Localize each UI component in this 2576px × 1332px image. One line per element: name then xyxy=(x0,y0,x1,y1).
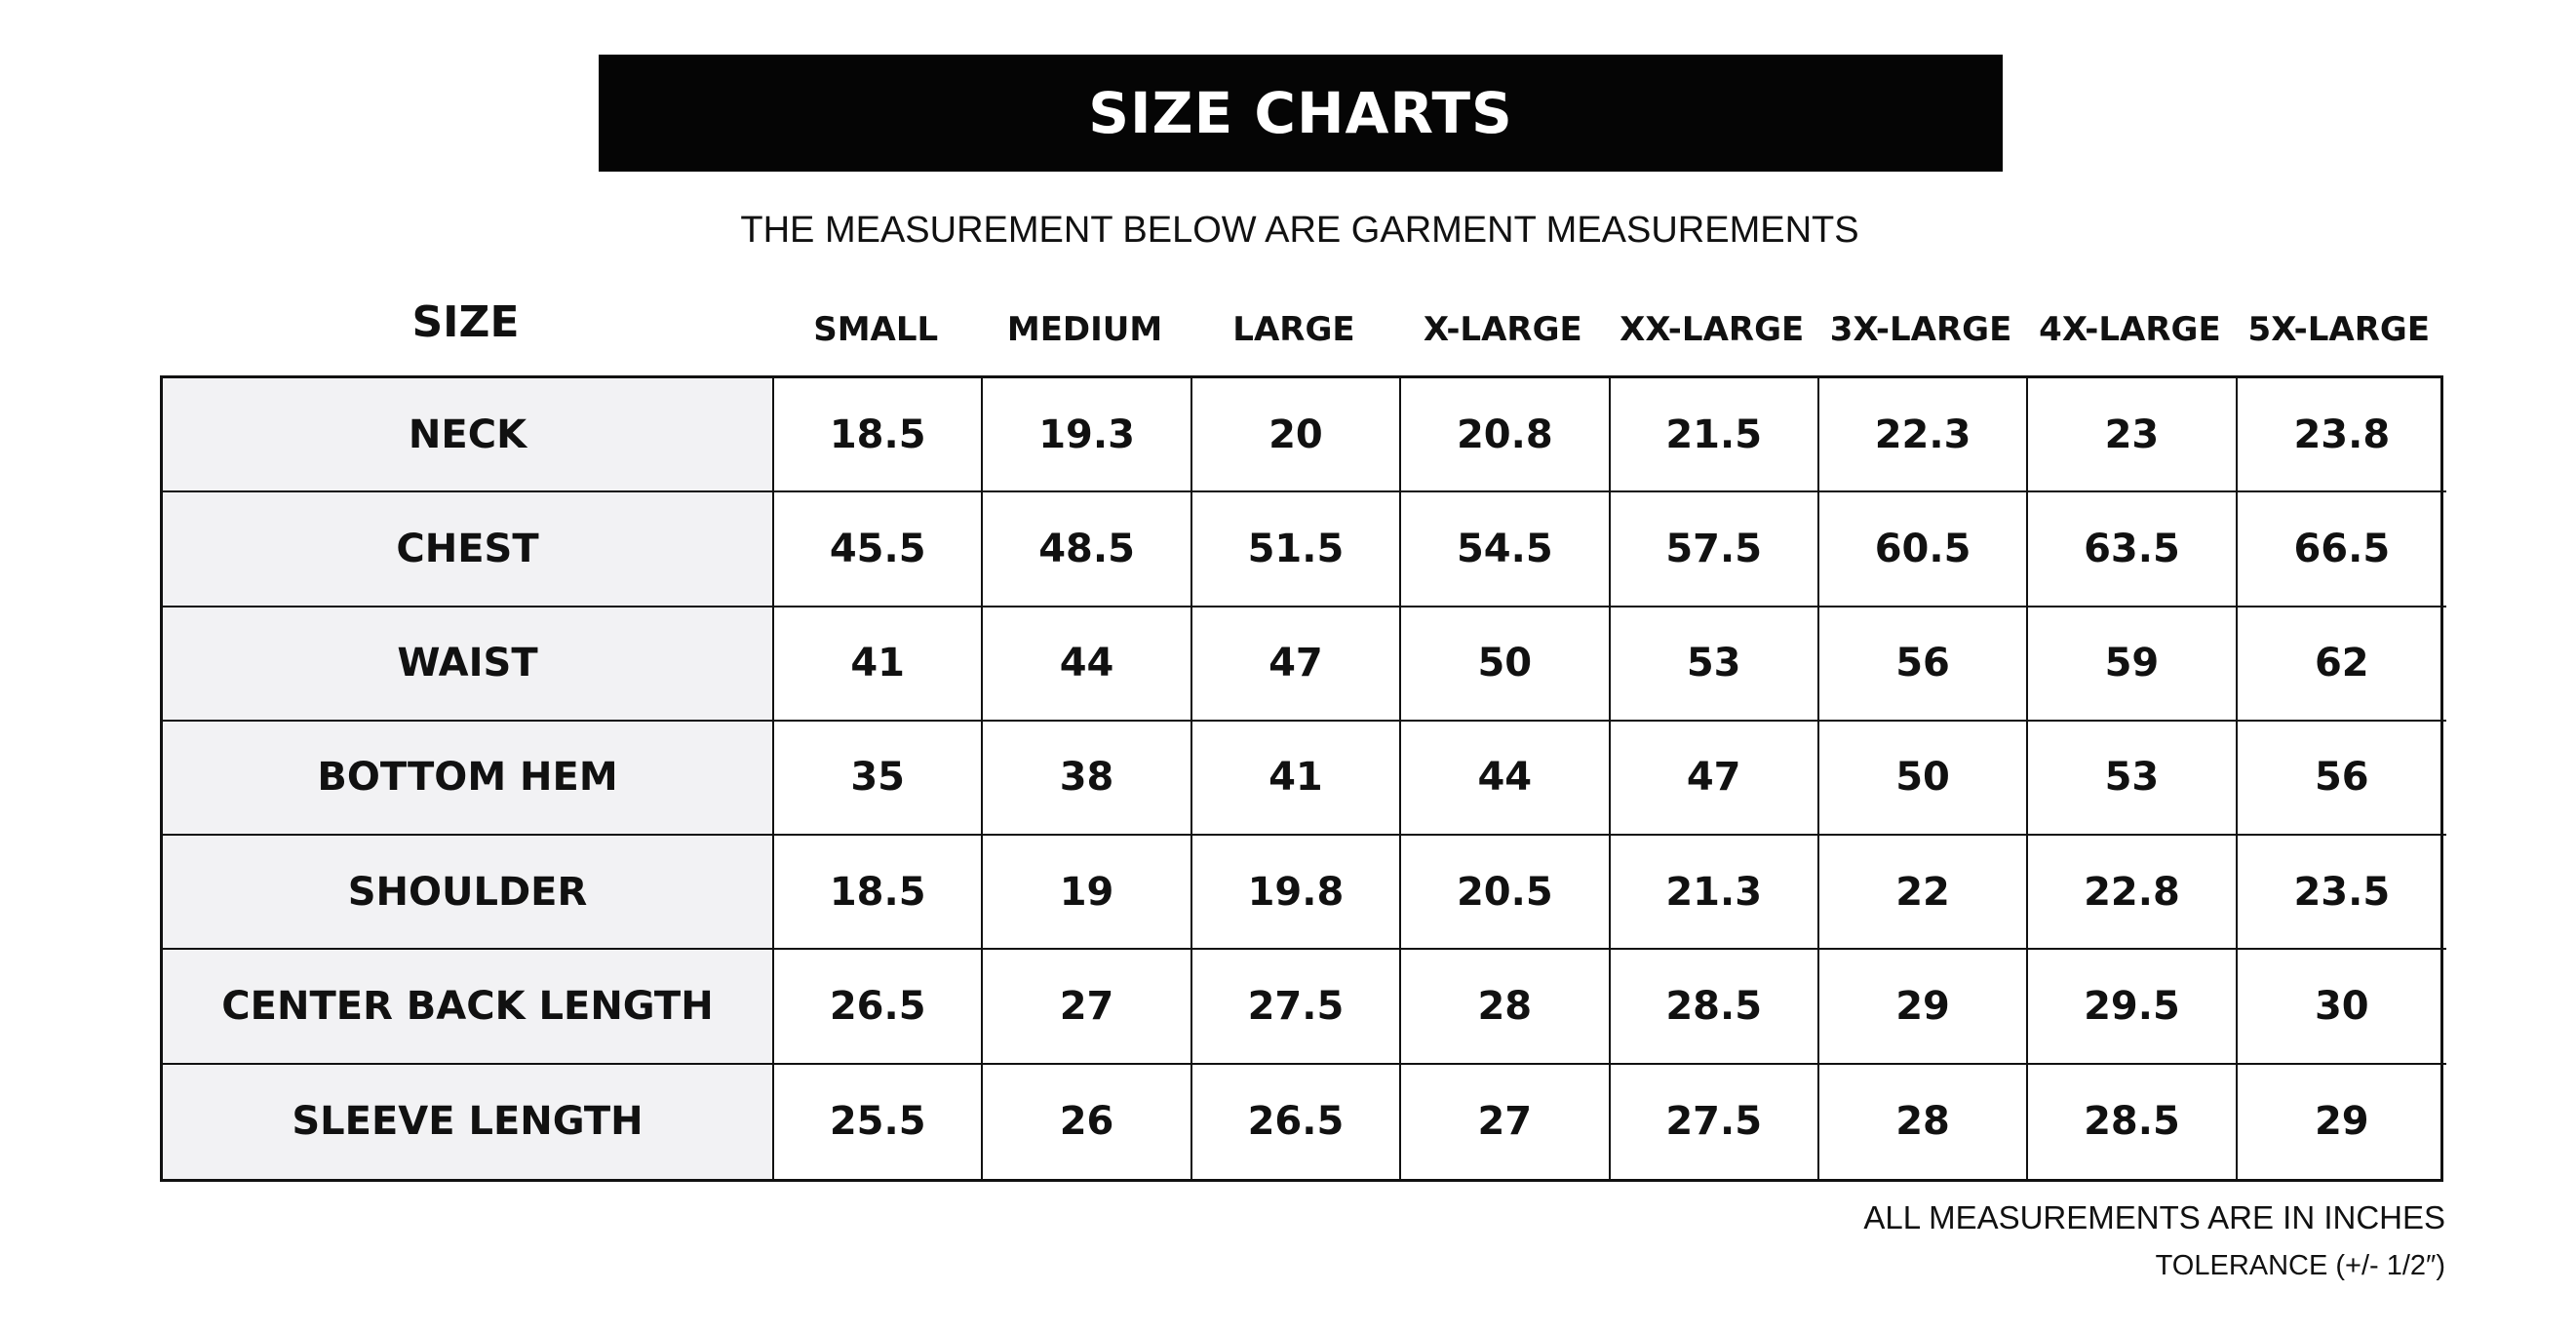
row-label: WAIST xyxy=(163,607,774,722)
cell: 47 xyxy=(1610,721,1819,837)
row-label: CENTER BACK LENGTH xyxy=(163,950,774,1065)
row-label: NECK xyxy=(163,378,774,493)
cell: 56 xyxy=(1818,607,2029,722)
cell: 44 xyxy=(983,607,1192,722)
column-header: X-LARGE xyxy=(1423,310,1582,349)
cell: 28.5 xyxy=(2028,1064,2238,1179)
column-header: MEDIUM xyxy=(1006,310,1163,349)
cell: 54.5 xyxy=(1401,492,1611,607)
column-header: 4X-LARGE xyxy=(2039,310,2221,349)
cell: 29.5 xyxy=(2028,950,2238,1065)
row-label: BOTTOM HEM xyxy=(163,721,774,837)
cell: 53 xyxy=(2028,721,2238,837)
cell: 26.5 xyxy=(1192,1064,1402,1179)
footer-note: ALL MEASUREMENTS ARE IN INCHES xyxy=(1863,1199,2445,1235)
cell: 20.8 xyxy=(1401,378,1611,493)
cell: 29 xyxy=(2314,1099,2369,1145)
cell: 25.5 xyxy=(774,1064,984,1179)
title: SIZE CHARTS xyxy=(599,55,2003,172)
cell: 28.5 xyxy=(1610,950,1819,1065)
cell: 35 xyxy=(774,721,984,837)
cell: 19.8 xyxy=(1191,836,1402,951)
cell: 21.3 xyxy=(1610,836,1819,951)
cell: 21.5 xyxy=(1610,378,1819,493)
cell: 26 xyxy=(983,1064,1192,1179)
cell: 26.5 xyxy=(774,950,984,1065)
cell: 57.5 xyxy=(1610,492,1819,607)
cell: 45.5 xyxy=(774,492,984,607)
cell: 38 xyxy=(983,721,1192,837)
cell: 41 xyxy=(1191,721,1402,837)
cell: 27 xyxy=(1401,1064,1611,1179)
cell: 56 xyxy=(2237,722,2446,837)
cell: 44 xyxy=(1401,721,1611,837)
cell: 22.3 xyxy=(1818,378,2029,493)
cell: 19.3 xyxy=(983,378,1192,493)
cell: 20 xyxy=(1191,378,1402,493)
cell: 18.5 xyxy=(774,836,984,951)
cell: 60.5 xyxy=(1818,492,2029,607)
cell: 20.5 xyxy=(1401,836,1611,951)
cell: 22.8 xyxy=(2028,836,2238,951)
row-label: SHOULDER xyxy=(163,836,774,951)
row-label: SLEEVE LENGTH xyxy=(163,1064,774,1179)
cell: 62 xyxy=(2237,607,2446,722)
cell: 50 xyxy=(1818,721,2029,837)
cell: 27 xyxy=(983,950,1192,1065)
cell: 30 xyxy=(2237,950,2446,1065)
cell: 23.5 xyxy=(2237,836,2446,951)
row-label: CHEST xyxy=(163,492,774,607)
cell: 51.5 xyxy=(1191,492,1402,607)
cell: 22 xyxy=(1818,836,2029,951)
column-header: 3X-LARGE xyxy=(1829,310,2012,349)
cell: 27.5 xyxy=(1611,1064,1819,1179)
column-header: XX-LARGE xyxy=(1620,310,1805,349)
cell: 66.5 xyxy=(2237,492,2446,607)
size-label: SIZE xyxy=(411,297,520,347)
cell: 28 xyxy=(1819,1064,2029,1179)
cell: 50 xyxy=(1401,607,1611,722)
cell: 63.5 xyxy=(2028,492,2238,607)
cell: 27.5 xyxy=(1191,950,1402,1065)
column-header: 5X-LARGE xyxy=(2247,310,2431,349)
cell: 23.8 xyxy=(2237,378,2446,493)
cell: 23 xyxy=(2028,378,2238,493)
column-header: SMALL xyxy=(813,310,939,349)
cell: 59 xyxy=(2028,607,2238,722)
cell: 53 xyxy=(1610,607,1819,722)
cell: 28 xyxy=(1401,950,1611,1065)
footer-tolerance: TOLERANCE (+/- 1/2″) xyxy=(2155,1250,2445,1281)
column-header: LARGE xyxy=(1232,310,1355,349)
subtitle: THE MEASUREMENT BELOW ARE GARMENT MEASUR… xyxy=(740,210,1859,251)
cell: 19 xyxy=(983,836,1192,951)
cell: 48.5 xyxy=(983,492,1192,607)
cell: 18.5 xyxy=(774,378,984,493)
size-table: NECK 18.5 19.3 20 20.8 21.5 22.3 23 23.8 CHEST 45.… xyxy=(160,375,2446,1182)
cell: 47 xyxy=(1191,607,1402,722)
cell: 41 xyxy=(774,607,984,722)
cell: 29 xyxy=(1818,950,2029,1065)
